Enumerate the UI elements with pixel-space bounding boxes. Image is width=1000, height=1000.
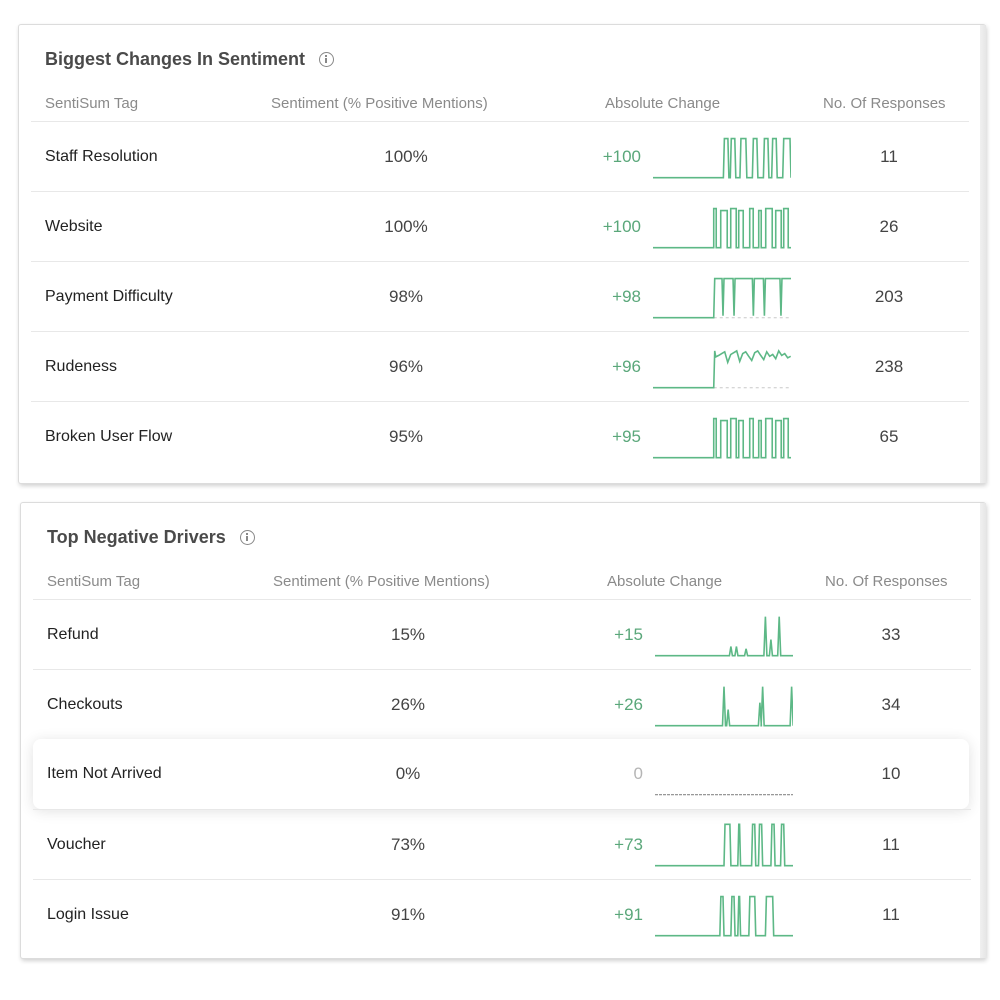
- tag-cell: Payment Difficulty: [45, 288, 173, 305]
- column-header-change[interactable]: Absolute Change: [605, 95, 721, 112]
- change-value: +96: [612, 357, 641, 376]
- sentiment-cell: 95%: [388, 427, 424, 446]
- sparkline: [653, 417, 791, 459]
- sentiment-cell: 91%: [390, 905, 426, 924]
- change-value: +26: [614, 695, 643, 714]
- scrollbar[interactable]: [980, 503, 986, 958]
- change-value: 0: [633, 764, 643, 783]
- panel-title-text: Top Negative Drivers: [47, 527, 226, 547]
- sparkline-cell: [655, 810, 793, 880]
- scrollbar[interactable]: [980, 25, 986, 483]
- sentiment-cell: 0%: [395, 764, 421, 783]
- responses-cell: 34: [881, 695, 901, 714]
- sentiment-cell: 73%: [390, 835, 426, 854]
- change-value: +95: [612, 427, 641, 446]
- responses-cell: 65: [879, 427, 899, 446]
- sparkline: [655, 823, 793, 867]
- column-header-tag[interactable]: SentiSum Tag: [45, 95, 139, 112]
- top-negative-drivers-panel: Top Negative Drivers SentiSum Tag Sentim…: [20, 502, 986, 959]
- info-icon[interactable]: [239, 530, 255, 545]
- sparkline-cell: [653, 402, 791, 472]
- sparkline: [655, 794, 793, 796]
- column-header-tag[interactable]: SentiSum Tag: [47, 573, 141, 590]
- info-icon[interactable]: [319, 52, 335, 67]
- table-row[interactable]: Staff Resolution 100% +100 11: [31, 121, 969, 192]
- change-value: +100: [602, 147, 641, 166]
- biggest-changes-panel: Biggest Changes In Sentiment SentiSum Ta…: [18, 24, 986, 484]
- change-value: +98: [612, 287, 641, 306]
- tag-cell: Staff Resolution: [45, 148, 158, 165]
- sparkline-cell: [655, 600, 793, 670]
- table-row[interactable]: Voucher 73% +73 11: [33, 809, 971, 880]
- table-row[interactable]: Refund 15% +15 33: [33, 599, 971, 670]
- change-value: +15: [614, 625, 643, 644]
- sentiment-cell: 100%: [384, 147, 428, 166]
- tag-cell: Rudeness: [45, 358, 118, 375]
- sparkline-cell: [655, 739, 793, 809]
- column-header-sentiment[interactable]: Sentiment (% Positive Mentions): [273, 573, 490, 590]
- responses-cell: 11: [882, 905, 900, 924]
- column-header-sentiment[interactable]: Sentiment (% Positive Mentions): [271, 95, 488, 112]
- sparkline: [655, 895, 793, 937]
- sparkline-cell: [653, 122, 791, 192]
- panel-title: Biggest Changes In Sentiment: [45, 49, 335, 70]
- tag-cell: Checkouts: [47, 696, 123, 713]
- sparkline: [655, 616, 793, 657]
- responses-cell: 238: [874, 357, 904, 376]
- sparkline: [655, 686, 793, 727]
- responses-cell: 10: [881, 764, 901, 783]
- table-row[interactable]: Payment Difficulty 98% +98 203: [31, 261, 969, 332]
- sparkline: [653, 277, 791, 319]
- change-value: +91: [614, 905, 643, 924]
- tag-cell: Login Issue: [47, 906, 129, 923]
- responses-cell: 203: [874, 287, 904, 306]
- table-row[interactable]: Item Not Arrived 0% 0 10: [33, 739, 969, 809]
- responses-cell: 33: [881, 625, 901, 644]
- column-header-responses[interactable]: No. Of Responses: [825, 573, 948, 590]
- sparkline-cell: [653, 262, 791, 332]
- sparkline-cell: [653, 332, 791, 402]
- sparkline-cell: [653, 192, 791, 262]
- responses-cell: 11: [880, 147, 898, 166]
- change-value: +73: [614, 835, 643, 854]
- tag-cell: Item Not Arrived: [47, 765, 162, 782]
- sparkline: [653, 207, 791, 249]
- tag-cell: Refund: [47, 626, 99, 643]
- tag-cell: Broken User Flow: [45, 428, 173, 445]
- sentiment-cell: 100%: [384, 217, 428, 236]
- sentiment-cell: 98%: [388, 287, 424, 306]
- table-row[interactable]: Checkouts 26% +26 34: [33, 669, 971, 740]
- column-header-change[interactable]: Absolute Change: [607, 573, 723, 590]
- panel-title: Top Negative Drivers: [47, 527, 255, 548]
- table-row[interactable]: Login Issue 91% +91 11: [33, 879, 971, 950]
- table-row[interactable]: Broken User Flow 95% +95 65: [31, 401, 969, 472]
- sentiment-cell: 15%: [390, 625, 426, 644]
- tag-cell: Voucher: [47, 836, 106, 853]
- sentiment-cell: 26%: [390, 695, 426, 714]
- panel-title-text: Biggest Changes In Sentiment: [45, 49, 306, 69]
- sparkline: [653, 137, 791, 179]
- tag-cell: Website: [45, 218, 103, 235]
- sparkline-cell: [655, 880, 793, 950]
- change-value: +100: [602, 217, 641, 236]
- table-row[interactable]: Rudeness 96% +96 238: [31, 331, 969, 402]
- table-row[interactable]: Website 100% +100 26: [31, 191, 969, 262]
- sentiment-cell: 96%: [388, 357, 424, 376]
- responses-cell: 26: [879, 217, 899, 236]
- sparkline-cell: [655, 670, 793, 740]
- responses-cell: 11: [882, 835, 900, 854]
- sparkline: [653, 349, 791, 389]
- column-header-responses[interactable]: No. Of Responses: [823, 95, 946, 112]
